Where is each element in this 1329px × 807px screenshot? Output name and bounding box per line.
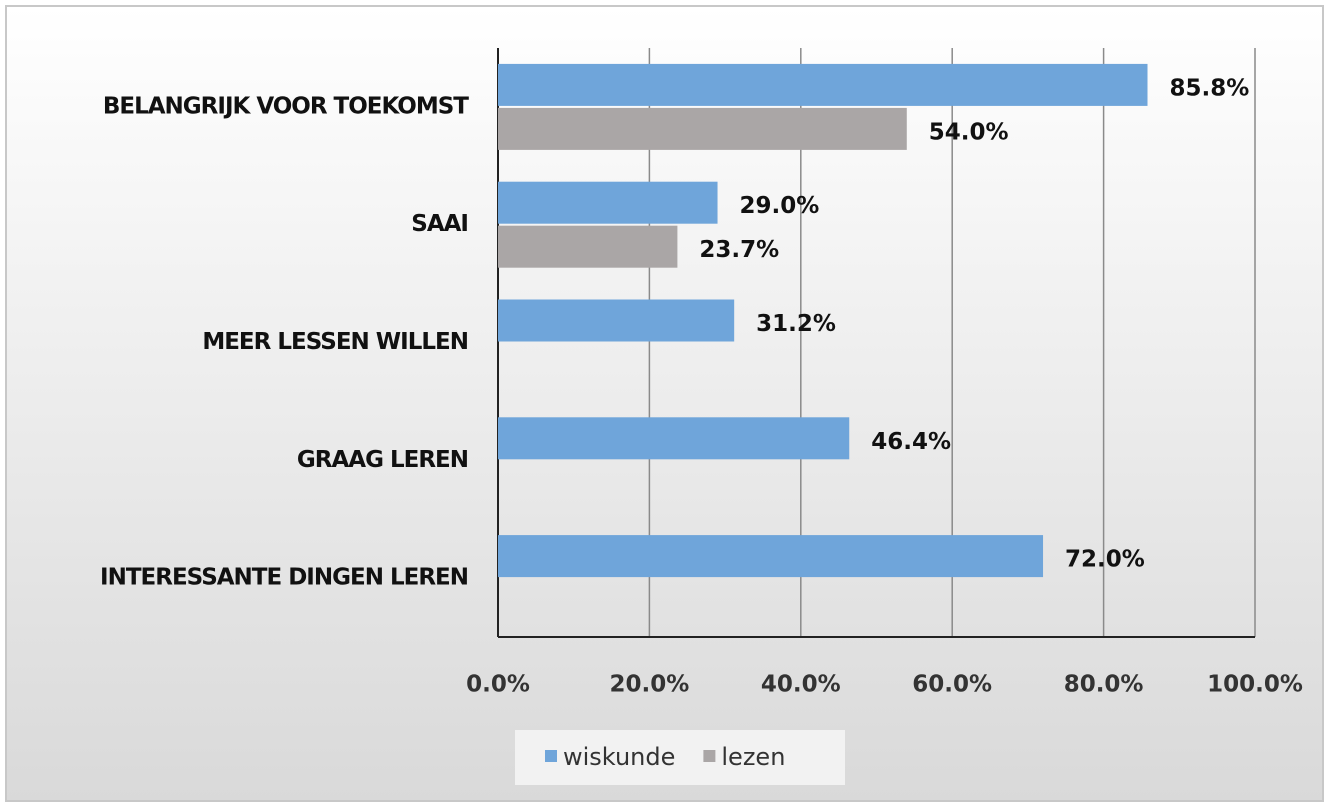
bar [498, 181, 718, 224]
x-tick-label: 0.0% [466, 672, 530, 698]
value-label: 31.2% [756, 311, 836, 337]
y-tick-label: MEER LESSEN WILLEN [202, 329, 468, 355]
bar [498, 225, 678, 268]
value-label: 23.7% [699, 237, 779, 263]
x-tick-label: 40.0% [761, 672, 841, 698]
bar [498, 63, 1148, 106]
x-tick-label: 100.0% [1207, 672, 1303, 698]
legend-swatch [545, 750, 557, 762]
legend-swatch [703, 750, 716, 762]
x-tick-label: 20.0% [610, 672, 690, 698]
bar [498, 535, 1044, 578]
y-tick-label: SAAI [411, 211, 468, 237]
y-tick-label: INTERESSANTE DINGEN LEREN [100, 565, 468, 591]
legend-box [515, 730, 845, 785]
y-tick-label: BELANGRIJK VOOR TOEKOMST [103, 93, 469, 119]
x-tick-label: 60.0% [912, 672, 992, 698]
value-label: 85.8% [1170, 75, 1250, 101]
legend-label: wiskunde [563, 743, 675, 771]
y-tick-label: GRAAG LEREN [297, 447, 468, 473]
value-label: 46.4% [871, 429, 951, 455]
bar [498, 299, 735, 342]
value-label: 54.0% [929, 119, 1009, 145]
value-label: 29.0% [740, 193, 820, 219]
bar [498, 107, 907, 150]
x-tick-label: 80.0% [1064, 672, 1144, 698]
bar [498, 417, 850, 460]
legend-label: lezen [721, 743, 785, 771]
value-label: 72.0% [1065, 547, 1145, 573]
